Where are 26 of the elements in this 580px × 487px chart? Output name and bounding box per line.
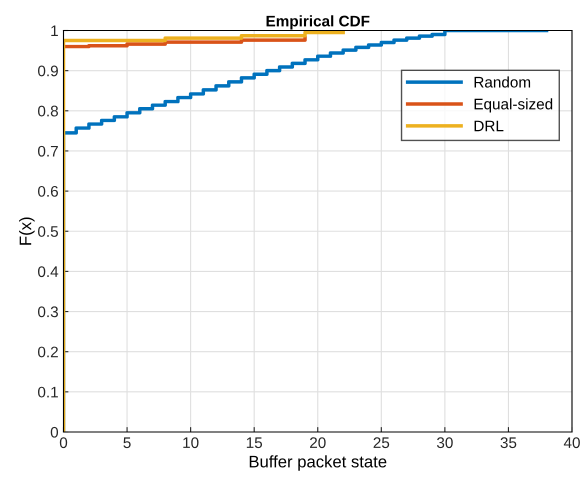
x-tick-label: 10 [183,437,199,448]
x-tick-label: 0 [60,437,68,448]
x-tick-label: 20 [310,437,326,448]
legend-label: DRL [474,120,504,132]
legend-label: Random [474,76,530,88]
y-tick-label: 0.4 [38,266,58,278]
x-tick-label: 35 [500,437,516,448]
y-tick-label: 0.5 [38,226,58,237]
y-tick-label: 0.6 [38,186,58,197]
x-tick-label: 25 [374,437,390,448]
y-tick-label: 0 [50,426,58,438]
x-tick-label: 5 [123,437,131,448]
y-tick-label: 0.9 [38,66,58,76]
x-tick-label: 40 [564,437,580,448]
y-tick-label: 0.2 [38,346,58,358]
x-tick-label: 15 [246,437,262,448]
chart-title: Empirical CDF [266,15,370,30]
x-axis-title: Buffer packet state [250,455,386,471]
y-tick-label: 1 [51,26,58,36]
y-tick-label: 0.3 [38,306,58,318]
y-tick-label: 0.7 [38,146,58,157]
x-tick-label: 30 [436,437,453,448]
y-tick-label: 0.1 [38,386,58,398]
y-tick-label: 0.8 [38,106,58,116]
y-axis-title: F(x) [19,217,35,245]
legend-label: Equal-sized [474,98,552,112]
